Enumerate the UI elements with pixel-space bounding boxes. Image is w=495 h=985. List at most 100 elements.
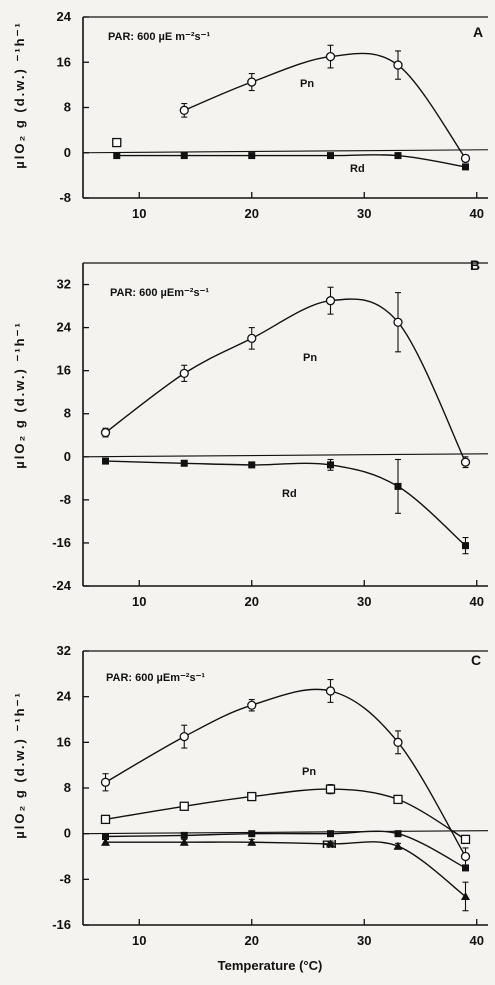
y-tick-label: 32 [57,643,71,658]
y-tick-label: 16 [57,734,71,749]
series-line [105,298,467,463]
data-point [100,777,111,787]
y-tick-label: 24 [57,689,72,704]
x-tick-label: 40 [470,206,484,221]
series-rd-filled-square [113,152,469,171]
pn-label: Pn [303,352,317,364]
data-point [113,152,121,160]
data-point [393,317,403,327]
y-tick-label: -16 [52,917,71,932]
series-line [116,154,466,168]
series-rd-filled-triangle [101,837,470,912]
y-axis-label: µlO₂ g (d.w.) ⁻¹h⁻¹ [12,321,27,469]
data-point [461,891,470,900]
y-tick-label: 8 [64,100,71,115]
data-point [112,137,122,148]
y-tick-label: -16 [52,535,71,550]
data-point [327,830,334,838]
data-point [325,296,336,306]
rd-label: Rd [282,488,297,500]
data-point [180,152,188,160]
data-point [460,153,471,164]
data-point [247,333,257,344]
data-point [325,686,336,696]
y-tick-label: 0 [64,826,71,841]
data-point [248,830,256,838]
data-point [248,152,256,160]
par-annotation: PAR: 600 µE m⁻²s⁻¹ [108,31,210,43]
rd-label: Rd [322,839,337,851]
data-point [179,837,189,846]
y-tick-label: -8 [59,492,71,507]
data-point [326,839,335,848]
data-point [327,461,334,469]
x-tick-label: 10 [132,594,146,609]
data-point [393,737,403,747]
data-point [393,60,403,70]
data-point [102,457,109,465]
data-point [460,851,471,862]
chart-panel-B: -24 -16 -8 0 8 16 24 32 10 20 30 40 µlO₂ g (d.w.) ⁻¹… [12,257,489,609]
y-tick-label: 0 [64,449,71,464]
data-point [179,105,189,115]
series-pn-open-circle [100,678,471,866]
pn-label: Pn [302,766,316,778]
data-point [102,833,109,841]
y-tick-label: 16 [57,363,71,378]
y-tick-label: -24 [52,578,72,593]
x-tick-label: 20 [245,206,259,221]
data-point [325,51,336,62]
pn-label: Pn [300,78,314,90]
x-tick-label: 30 [357,594,371,609]
data-point [180,831,188,839]
series-line [105,841,466,898]
y-tick-label: 32 [57,277,71,292]
y-tick-label: 16 [57,54,71,69]
y-tick-label: 24 [57,9,72,24]
data-point [394,152,402,160]
series-line [105,788,466,841]
data-point [462,864,469,872]
series-line [105,688,467,857]
series-pn-open-square [100,784,471,845]
series-line [105,460,466,547]
zero-line [82,830,489,835]
panel-label: B [470,257,480,273]
data-point [325,784,336,794]
panel-label: A [473,24,483,40]
data-point [394,482,402,490]
data-point [393,794,403,805]
data-point [394,830,402,838]
zero-line [82,453,489,458]
series-pn-open-circle [100,286,471,469]
data-point [248,461,256,469]
x-tick-label: 30 [357,933,371,948]
x-tick-label: 40 [470,933,484,948]
series-pn-open-square [112,137,122,148]
x-tick-label: 10 [132,933,146,948]
x-tick-label: 40 [470,594,484,609]
zero-line [82,149,489,154]
par-annotation: PAR: 600 µEm⁻²s⁻¹ [106,672,205,684]
chart-panel-C: -16 -8 0 8 16 24 32 10 20 30 40 µlO₂ g (d.w.) ⁻¹h⁻¹… [12,643,489,973]
data-point [460,834,471,845]
data-point [462,542,469,550]
y-tick-label: 8 [64,406,71,421]
y-axis-label: µlO₂ g (d.w.) ⁻¹h⁻¹ [12,21,27,169]
data-point [179,731,189,742]
series-pn-open-circle [179,44,471,164]
y-tick-label: 8 [64,780,71,795]
data-point [460,457,471,467]
y-tick-label: -8 [59,871,71,886]
data-point [462,163,469,171]
series-rd-filled-square [102,457,469,555]
data-point [180,459,188,467]
data-point [100,427,111,438]
data-point [247,837,257,846]
data-point [179,801,189,811]
data-point [100,814,111,825]
x-axis-label: Temperature (°C) [218,958,323,973]
data-point [179,368,189,379]
x-tick-label: 30 [357,206,371,221]
